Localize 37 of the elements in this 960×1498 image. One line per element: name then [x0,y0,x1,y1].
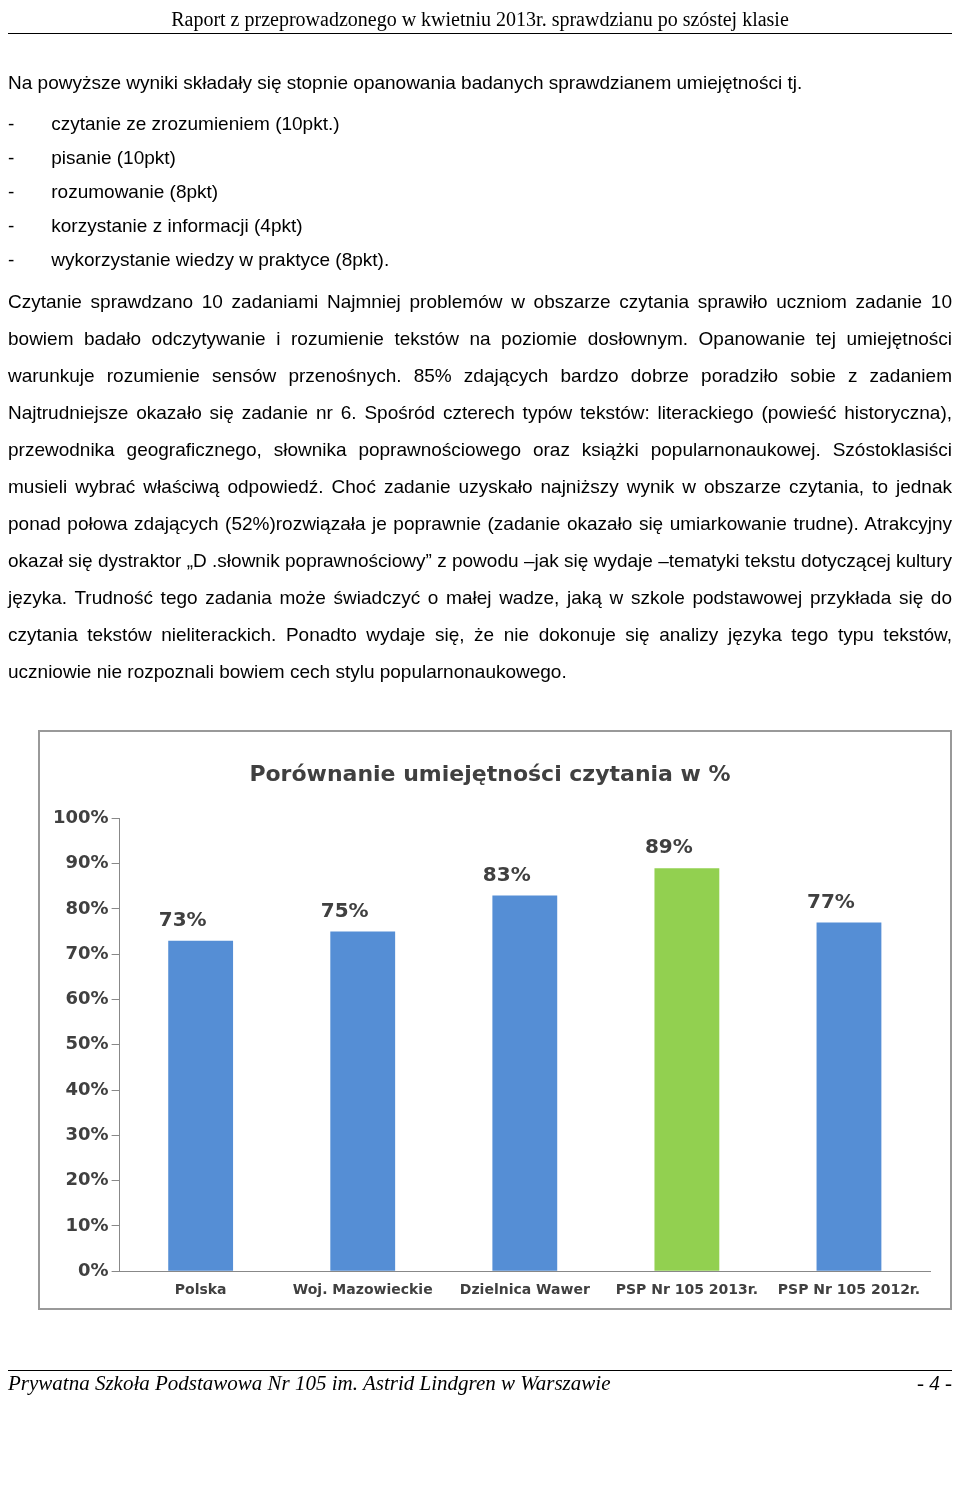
bar [330,931,396,1271]
bar [816,922,882,1271]
text: - rozumowanie (8pkt) [8,181,220,203]
bar [654,868,720,1271]
data-label: 73% [158,906,207,931]
bar [168,940,234,1271]
data-label: 89% [644,834,693,859]
data-label: 83% [482,861,531,886]
text: - wykorzystanie wiedzy w praktyce (8pkt). [8,249,391,271]
y-tick-label: 80% [65,896,109,918]
y-tick-label: 10% [65,1213,109,1235]
data-label: 75% [320,897,369,922]
text: - pisanie (10pkt) [8,147,177,169]
x-tick-label: PSP Nr 105 2013r. [615,1281,759,1298]
y-tick-label: 100% [53,806,109,828]
text: - korzystanie z informacji (4pkt) [8,215,304,237]
y-tick-label: 50% [65,1032,109,1054]
text: Na powyższe wyniki składały się stopnie opanowania badanych sprawdzianem umiejętności tj. [8,71,804,95]
text: Raport z przeprowadzonego w kwietniu 2013r. sprawdzianu po szóstej klasie [8,8,952,34]
x-tick-label: Woj. Mazowieckie [292,1281,433,1298]
x-tick-label: Dzielnica Wawer [459,1281,590,1298]
text: Prywatna Szkoła Podstawowa Nr 105 im. Astrid Lindgren w Warszawie [8,1371,611,1396]
x-tick-label: Polska [174,1281,227,1298]
x-tick-label: PSP Nr 105 2012r. [777,1281,921,1298]
text: - 4 - [917,1371,952,1396]
y-tick-label: 60% [65,987,109,1009]
y-tick-label: 30% [65,1123,109,1145]
y-tick-label: 0% [78,1258,109,1280]
chart-title: Porównanie umiejętności czytania w % [249,760,731,786]
y-tick-label: 90% [65,851,109,873]
data-label: 77% [807,888,855,913]
text: Czytanie sprawdzano 10 zadaniami Najmniej problemów w obszarze czytania sprawiło uczniom zadanie 10 bowiem badało odczytywanie i rozumienie tekstów na poziomie dosłownym. Opanowanie tej umiejętności warunkuje rozumienie sensów przenośnych. 85% zdających bardzo dobrze poradziło sobie z zadaniem Najtrudniejsze okazało się zadanie nr 6. Spośród czterech typów tekstów: literackiego (powieść historyczna), przewodnika geograficznego, słownika poprawnościowego oraz książki popularnonaukowej. Szóstoklasiści musieli wybrać właściwą odpowiedź. Choć zadanie uzyskało najniższy wynik w obszarze czytania, to jednak ponad połowa zdających (52%)rozwiązała je poprawnie (zadanie okazało się umiarkowanie trudne). Atrakcyjny okazał się dystraktor „D .słownik poprawnościowy” z powodu –jak się wydaje –tematyki tekstu dotyczącej kultury języka. Trudność tego zadania może świadczyć o małej wadze, jaką w szkole podstawowej przykłada się do czytania tekstów nieliterackich. Ponadto wydaje się, że nie dokonuje się analizy języka tego typu tekstów, uczniowie nie rozpoznali bowiem cech stylu popularnonaukowego. [8,291,952,682]
y-tick-label: 70% [65,941,109,963]
y-tick-label: 40% [65,1077,109,1099]
bar [492,895,558,1271]
y-tick-label: 20% [65,1168,109,1190]
text: - czytanie ze zrozumieniem (10pkt.) [8,113,341,135]
